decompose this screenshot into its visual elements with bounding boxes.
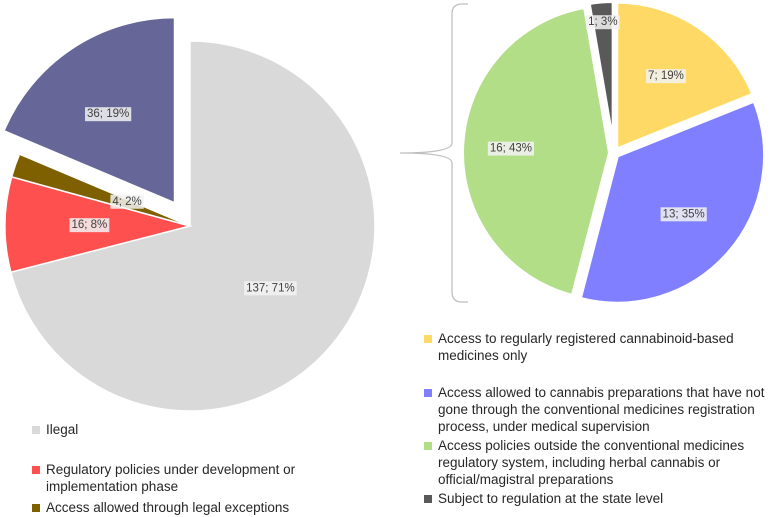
pie2-data-label-background	[660, 207, 707, 222]
pie1-slice-access-allowed-through-legal-exceptions	[10, 153, 191, 227]
pie1-data-label-text: 4; 2%	[112, 196, 141, 208]
pie2-slice-access-allowed-to-cannabis-preparations-	[577, 97, 767, 306]
legend-label-legal-exceptions: Access allowed through legal exceptions	[46, 500, 290, 515]
pie2-data-label-background	[646, 69, 686, 84]
legend-label-state-level: Subject to regulation at the state level	[438, 491, 664, 506]
legend-item-unregistered-preparations: Access allowed to cannabis preparations …	[424, 384, 769, 435]
pie2-data-label-text: 1; 3%	[588, 16, 617, 28]
bracket-connector	[399, 3, 468, 303]
pie1-data-label-background	[244, 281, 297, 296]
legend-item-regulatory-development: Regulatory policies under development or…	[32, 461, 362, 495]
pie1-data-label: 4; 2%	[110, 194, 144, 209]
legend-label-illegal: Ilegal	[46, 422, 79, 437]
legend-swatch-unregistered-preparations	[424, 389, 432, 397]
legend-item-illegal: Ilegal	[32, 421, 78, 438]
pie1-data-label-text: 16; 8%	[71, 219, 107, 231]
pie2-data-label-text: 13; 35%	[663, 208, 705, 220]
legend-item-legal-exceptions: Access allowed through legal exceptions	[32, 499, 289, 516]
pie2-data-label: 16; 43%	[487, 141, 535, 156]
legend-label-unregistered-preparations: Access allowed to cannabis preparations …	[438, 385, 765, 434]
legend-label-registered-medicines: Access to regularly registered cannabino…	[438, 331, 734, 363]
pie2-data-label-background	[586, 15, 620, 30]
pie1-data-label: 36; 19%	[85, 107, 132, 122]
legend-label-outside-regulatory-system: Access policies outside the conventional…	[438, 438, 745, 487]
pie1-data-label-text: 137; 71%	[246, 282, 295, 294]
legend-swatch-regulatory-development	[32, 466, 40, 474]
pie2-data-label-text: 7; 19%	[648, 70, 684, 82]
pie1-data-label: 16; 8%	[69, 218, 110, 233]
pie1-data-label: 137; 71%	[244, 281, 297, 296]
pie2-data-label: 1; 3%	[586, 15, 620, 30]
legend-swatch-state-level	[424, 495, 432, 503]
pie2-slice-access-policies-outside-the-conventional	[460, 4, 613, 299]
legend-overall: Ilegal Regulatory policies under develop…	[32, 0, 412, 517]
legend-swatch-outside-regulatory-system	[424, 442, 432, 450]
pie1-data-label-text: 36; 19%	[87, 108, 129, 120]
legend-label-regulatory-development: Regulatory policies under development or…	[46, 462, 296, 494]
pie-breakdown: 7; 19% 13; 35% 16; 43% 1; 3%	[460, 0, 767, 306]
pie2-data-label: 7; 19%	[646, 69, 686, 84]
pie1-data-label-background	[110, 194, 144, 209]
legend-item-state-level: Subject to regulation at the state level	[424, 490, 663, 507]
pie2-data-label-text: 16; 43%	[490, 143, 532, 155]
pie2-data-label-background	[487, 141, 535, 156]
pie1-slice-ilegal	[9, 40, 376, 412]
legend-item-outside-regulatory-system: Access policies outside the conventional…	[424, 437, 769, 488]
legend-swatch-legal-exceptions	[32, 504, 40, 512]
pie2-data-label: 13; 35%	[660, 207, 707, 222]
legend-swatch-registered-medicines	[424, 335, 432, 343]
legend-breakdown: Access to regularly registered cannabino…	[424, 0, 774, 517]
pie2-slice-subject-to-regulation-at-the-state-level	[586, 0, 616, 150]
pie1-data-label-background	[85, 107, 132, 122]
legend-swatch-illegal	[32, 426, 40, 434]
pie-overall: 137; 71% 16; 8% 4; 2% 36; 19%	[3, 16, 376, 412]
pie1-data-label-background	[69, 218, 110, 233]
legend-item-registered-medicines: Access to regularly registered cannabino…	[424, 330, 769, 364]
